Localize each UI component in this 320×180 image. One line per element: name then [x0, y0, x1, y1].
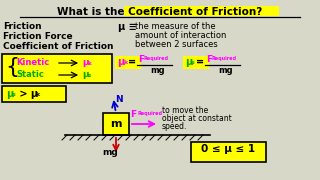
Text: Static: Static: [16, 70, 44, 79]
Text: Required: Required: [212, 56, 237, 61]
Text: between 2 surfaces: between 2 surfaces: [135, 40, 218, 49]
FancyBboxPatch shape: [115, 55, 140, 69]
Text: N: N: [115, 95, 123, 104]
Text: s: s: [191, 60, 195, 64]
Text: s: s: [88, 73, 91, 78]
Text: object at constant: object at constant: [162, 114, 232, 123]
Text: mg: mg: [150, 66, 164, 75]
Text: What is the Coefficient of Friction?: What is the Coefficient of Friction?: [57, 7, 263, 17]
FancyBboxPatch shape: [124, 6, 279, 16]
FancyBboxPatch shape: [182, 55, 209, 69]
Text: s: s: [12, 91, 16, 96]
Text: μ: μ: [82, 70, 89, 79]
Text: μ ≡: μ ≡: [118, 22, 137, 32]
Text: μ: μ: [117, 57, 124, 67]
Bar: [103, 113, 129, 135]
Text: Kinetic: Kinetic: [16, 58, 49, 67]
Text: k: k: [88, 60, 92, 66]
Text: {: {: [5, 57, 19, 77]
FancyBboxPatch shape: [190, 141, 266, 161]
Text: amount of interaction: amount of interaction: [135, 31, 226, 40]
Text: to move the: to move the: [162, 106, 208, 115]
FancyBboxPatch shape: [2, 54, 112, 83]
Text: 0 ≤ μ ≤ 1: 0 ≤ μ ≤ 1: [201, 144, 255, 154]
Text: μ: μ: [185, 57, 192, 67]
Text: Required: Required: [144, 56, 169, 61]
Text: > μ: > μ: [16, 89, 38, 99]
Text: Friction: Friction: [3, 22, 42, 31]
Text: F: F: [138, 55, 144, 64]
Text: =: =: [128, 57, 136, 67]
Text: Required: Required: [137, 111, 162, 116]
Text: F: F: [206, 55, 212, 64]
Text: =: =: [196, 57, 204, 67]
Text: Coefficient of Friction: Coefficient of Friction: [3, 42, 114, 51]
Text: the measure of the: the measure of the: [135, 22, 216, 31]
Text: mg: mg: [218, 66, 233, 75]
Text: Friction Force: Friction Force: [3, 32, 73, 41]
Text: mg: mg: [102, 148, 118, 157]
Text: speed.: speed.: [162, 122, 188, 131]
FancyBboxPatch shape: [2, 86, 66, 102]
Text: μ: μ: [6, 89, 13, 99]
Text: k: k: [36, 91, 40, 96]
Text: μ: μ: [82, 58, 89, 67]
Text: F: F: [130, 110, 136, 119]
Text: m: m: [110, 119, 122, 129]
Text: k: k: [123, 60, 127, 64]
